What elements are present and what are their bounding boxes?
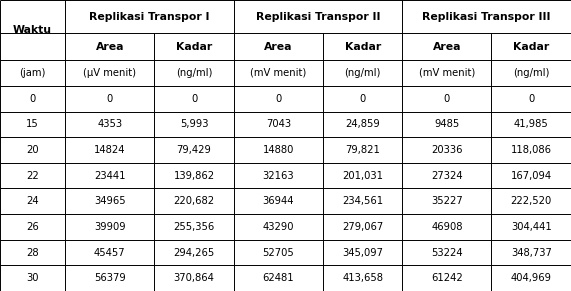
Text: Replikasi Transpor III: Replikasi Transpor III xyxy=(423,12,551,22)
Text: 0: 0 xyxy=(107,94,113,104)
Text: 34965: 34965 xyxy=(94,196,126,206)
Text: 53224: 53224 xyxy=(431,248,463,258)
Text: 167,094: 167,094 xyxy=(510,171,552,181)
Text: (mV menit): (mV menit) xyxy=(250,68,307,78)
Text: 5,993: 5,993 xyxy=(180,119,208,129)
Text: 0: 0 xyxy=(30,94,36,104)
Text: 35227: 35227 xyxy=(431,196,463,206)
Text: 294,265: 294,265 xyxy=(174,248,215,258)
Text: 56379: 56379 xyxy=(94,273,126,283)
Text: 14880: 14880 xyxy=(263,145,294,155)
Text: 15: 15 xyxy=(26,119,39,129)
Text: 9485: 9485 xyxy=(435,119,460,129)
Text: 41,985: 41,985 xyxy=(514,119,549,129)
Text: 14824: 14824 xyxy=(94,145,126,155)
Text: 0: 0 xyxy=(444,94,450,104)
Text: 20: 20 xyxy=(26,145,39,155)
Text: 370,864: 370,864 xyxy=(174,273,215,283)
Text: 0: 0 xyxy=(191,94,197,104)
Text: 36944: 36944 xyxy=(263,196,294,206)
Text: 62481: 62481 xyxy=(263,273,294,283)
Text: 0: 0 xyxy=(528,94,534,104)
Text: (ng/ml): (ng/ml) xyxy=(513,68,549,78)
Text: 0: 0 xyxy=(275,94,282,104)
Text: 30: 30 xyxy=(26,273,39,283)
Text: Kadar: Kadar xyxy=(344,42,381,52)
Text: 139,862: 139,862 xyxy=(174,171,215,181)
Text: 39909: 39909 xyxy=(94,222,126,232)
Text: 22: 22 xyxy=(26,171,39,181)
Text: Replikasi Transpor I: Replikasi Transpor I xyxy=(89,12,210,22)
Text: 79,429: 79,429 xyxy=(176,145,211,155)
Text: (ng/ml): (ng/ml) xyxy=(176,68,212,78)
Text: 404,969: 404,969 xyxy=(510,273,552,283)
Text: 348,737: 348,737 xyxy=(511,248,552,258)
Text: (jam): (jam) xyxy=(19,68,46,78)
Text: Kadar: Kadar xyxy=(176,42,212,52)
Text: 27324: 27324 xyxy=(431,171,463,181)
Text: 28: 28 xyxy=(26,248,39,258)
Text: 24: 24 xyxy=(26,196,39,206)
Text: Replikasi Transpor II: Replikasi Transpor II xyxy=(256,12,380,22)
Text: 345,097: 345,097 xyxy=(342,248,383,258)
Text: 220,682: 220,682 xyxy=(174,196,215,206)
Text: Area: Area xyxy=(264,42,292,52)
Text: 23441: 23441 xyxy=(94,171,126,181)
Text: 234,561: 234,561 xyxy=(342,196,383,206)
Text: 255,356: 255,356 xyxy=(174,222,215,232)
Text: 24,859: 24,859 xyxy=(345,119,380,129)
Text: 222,520: 222,520 xyxy=(510,196,552,206)
Text: 4353: 4353 xyxy=(97,119,122,129)
Text: 46908: 46908 xyxy=(431,222,463,232)
Text: 32163: 32163 xyxy=(263,171,294,181)
Text: 61242: 61242 xyxy=(431,273,463,283)
Text: 279,067: 279,067 xyxy=(342,222,383,232)
Text: (ng/ml): (ng/ml) xyxy=(344,68,381,78)
Text: 201,031: 201,031 xyxy=(342,171,383,181)
Text: 26: 26 xyxy=(26,222,39,232)
Text: 118,086: 118,086 xyxy=(510,145,552,155)
Text: 20336: 20336 xyxy=(431,145,463,155)
Text: (μV menit): (μV menit) xyxy=(83,68,136,78)
Text: 79,821: 79,821 xyxy=(345,145,380,155)
Text: 43290: 43290 xyxy=(263,222,294,232)
Text: 45457: 45457 xyxy=(94,248,126,258)
Text: 52705: 52705 xyxy=(263,248,294,258)
Text: 0: 0 xyxy=(360,94,366,104)
Text: 304,441: 304,441 xyxy=(511,222,552,232)
Text: Waktu: Waktu xyxy=(13,25,52,35)
Text: (mV menit): (mV menit) xyxy=(419,68,475,78)
Text: Area: Area xyxy=(433,42,461,52)
Text: Area: Area xyxy=(95,42,124,52)
Text: Kadar: Kadar xyxy=(513,42,549,52)
Text: 413,658: 413,658 xyxy=(342,273,383,283)
Text: 7043: 7043 xyxy=(266,119,291,129)
